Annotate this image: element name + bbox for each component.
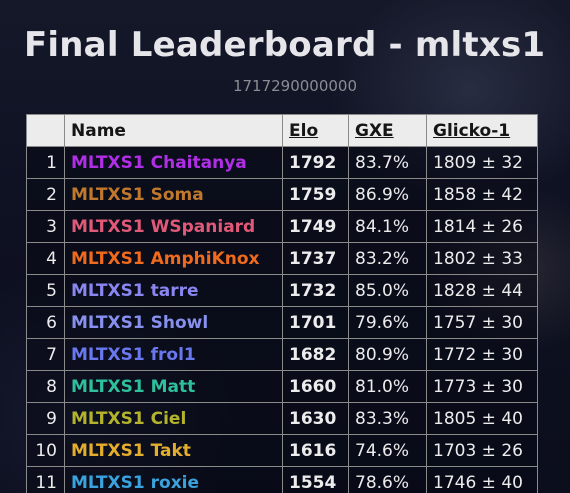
elo-column-header[interactable]: Elo <box>282 114 349 147</box>
gxe-column-header[interactable]: GXE <box>348 114 427 147</box>
gxe-cell: 86.9% <box>348 178 427 211</box>
glicko-cell: 1858 ± 42 <box>426 178 538 211</box>
glicko-cell: 1805 ± 40 <box>426 402 538 435</box>
elo-cell: 1616 <box>282 434 349 467</box>
glicko-column-header[interactable]: Glicko-1 <box>426 114 538 147</box>
player-name-cell[interactable]: MLTXS1 frol1 <box>64 338 283 371</box>
glicko-cell: 1703 ± 26 <box>426 434 538 467</box>
table-row: 10 MLTXS1 Takt 1616 74.6% 1703 ± 26 <box>26 434 538 467</box>
table-row: 2 MLTXS1 Soma 1759 86.9% 1858 ± 42 <box>26 178 538 211</box>
gxe-cell: 80.9% <box>348 338 427 371</box>
rank-cell: 4 <box>26 242 65 275</box>
elo-cell: 1630 <box>282 402 349 435</box>
table-row: 6 MLTXS1 Showl 1701 79.6% 1757 ± 30 <box>26 306 538 339</box>
gxe-cell: 81.0% <box>348 370 427 403</box>
rank-cell: 1 <box>26 146 65 179</box>
player-name-cell[interactable]: MLTXS1 WSpaniard <box>64 210 283 243</box>
gxe-cell: 78.6% <box>348 466 427 493</box>
elo-cell: 1660 <box>282 370 349 403</box>
glicko-cell: 1746 ± 40 <box>426 466 538 493</box>
player-name-cell[interactable]: MLTXS1 roxie <box>64 466 283 493</box>
gxe-sort-link[interactable]: GXE <box>355 120 394 141</box>
elo-cell: 1554 <box>282 466 349 493</box>
elo-cell: 1701 <box>282 306 349 339</box>
elo-cell: 1759 <box>282 178 349 211</box>
glicko-cell: 1772 ± 30 <box>426 338 538 371</box>
gxe-cell: 74.6% <box>348 434 427 467</box>
timestamp-subtitle: 1717290000000 <box>232 77 358 95</box>
elo-cell: 1749 <box>282 210 349 243</box>
table-row: 4 MLTXS1 AmphiKnox 1737 83.2% 1802 ± 33 <box>26 242 538 275</box>
rank-cell: 9 <box>26 402 65 435</box>
elo-cell: 1732 <box>282 274 349 307</box>
player-name-cell[interactable]: MLTXS1 Chaitanya <box>64 146 283 179</box>
glicko-sort-link[interactable]: Glicko-1 <box>433 120 511 141</box>
name-column-header: Name <box>64 114 283 147</box>
table-row: 8 MLTXS1 Matt 1660 81.0% 1773 ± 30 <box>26 370 538 403</box>
gxe-cell: 85.0% <box>348 274 427 307</box>
rank-cell: 3 <box>26 210 65 243</box>
rank-cell: 2 <box>26 178 65 211</box>
player-name-cell[interactable]: MLTXS1 AmphiKnox <box>64 242 283 275</box>
table-row: 11 MLTXS1 roxie 1554 78.6% 1746 ± 40 <box>26 466 538 493</box>
player-name-cell[interactable]: MLTXS1 Soma <box>64 178 283 211</box>
table-header-row: Name Elo GXE Glicko-1 <box>26 114 538 147</box>
leaderboard-body: 1 MLTXS1 Chaitanya 1792 83.7% 1809 ± 32 2 MLTX… <box>26 146 538 493</box>
rank-cell: 11 <box>26 466 65 493</box>
gxe-cell: 83.7% <box>348 146 427 179</box>
player-name-cell[interactable]: MLTXS1 Showl <box>64 306 283 339</box>
rank-column-header <box>26 114 65 147</box>
elo-cell: 1682 <box>282 338 349 371</box>
glicko-cell: 1809 ± 32 <box>426 146 538 179</box>
gxe-cell: 83.3% <box>348 402 427 435</box>
gxe-cell: 79.6% <box>348 306 427 339</box>
elo-cell: 1737 <box>282 242 349 275</box>
elo-cell: 1792 <box>282 146 349 179</box>
glicko-cell: 1757 ± 30 <box>426 306 538 339</box>
glicko-cell: 1802 ± 33 <box>426 242 538 275</box>
glicko-cell: 1773 ± 30 <box>426 370 538 403</box>
player-name-cell[interactable]: MLTXS1 Ciel <box>64 402 283 435</box>
gxe-cell: 83.2% <box>348 242 427 275</box>
player-name-cell[interactable]: MLTXS1 tarre <box>64 274 283 307</box>
page-title: Final Leaderboard - mltxs1 <box>24 25 546 65</box>
player-name-cell[interactable]: MLTXS1 Takt <box>64 434 283 467</box>
table-row: 9 MLTXS1 Ciel 1630 83.3% 1805 ± 40 <box>26 402 538 435</box>
rank-cell: 10 <box>26 434 65 467</box>
table-row: 3 MLTXS1 WSpaniard 1749 84.1% 1814 ± 26 <box>26 210 538 243</box>
rank-cell: 6 <box>26 306 65 339</box>
table-row: 1 MLTXS1 Chaitanya 1792 83.7% 1809 ± 32 <box>26 146 538 179</box>
leaderboard-table: Name Elo GXE Glicko-1 1 MLTXS1 Chaitanya 1… <box>26 114 538 493</box>
rank-cell: 5 <box>26 274 65 307</box>
gxe-cell: 84.1% <box>348 210 427 243</box>
rank-cell: 8 <box>26 370 65 403</box>
elo-sort-link[interactable]: Elo <box>289 120 319 141</box>
table-row: 7 MLTXS1 frol1 1682 80.9% 1772 ± 30 <box>26 338 538 371</box>
glicko-cell: 1828 ± 44 <box>426 274 538 307</box>
table-row: 5 MLTXS1 tarre 1732 85.0% 1828 ± 44 <box>26 274 538 307</box>
rank-cell: 7 <box>26 338 65 371</box>
player-name-cell[interactable]: MLTXS1 Matt <box>64 370 283 403</box>
glicko-cell: 1814 ± 26 <box>426 210 538 243</box>
